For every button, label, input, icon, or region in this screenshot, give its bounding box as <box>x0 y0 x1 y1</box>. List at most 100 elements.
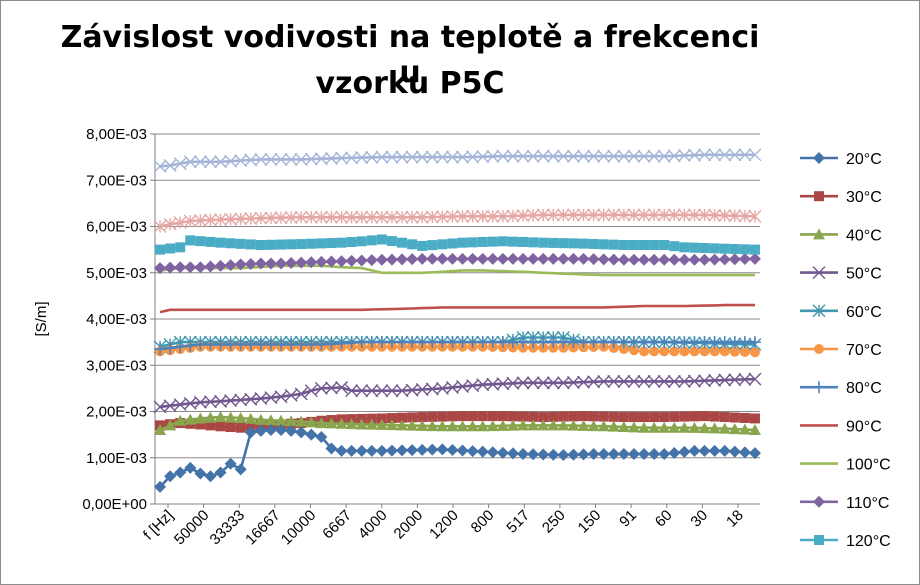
data-point <box>719 346 730 357</box>
data-point <box>719 243 730 254</box>
data-point <box>639 240 650 250</box>
data-point <box>597 253 610 266</box>
data-point <box>738 446 751 459</box>
data-point <box>406 336 419 349</box>
data-point <box>445 380 459 394</box>
data-point <box>718 208 732 222</box>
data-point <box>566 375 580 389</box>
data-point <box>677 149 691 163</box>
data-point <box>295 256 308 269</box>
data-point <box>568 411 579 422</box>
data-point <box>345 444 358 457</box>
data-point <box>627 253 640 266</box>
data-point <box>638 253 651 266</box>
data-point <box>365 254 378 267</box>
data-point <box>638 336 651 349</box>
data-point <box>365 150 379 164</box>
data-point <box>496 209 510 223</box>
data-point <box>659 240 670 250</box>
data-point <box>739 412 750 423</box>
data-point <box>617 374 631 388</box>
data-point <box>335 255 348 268</box>
data-point <box>466 379 480 393</box>
axes <box>154 134 760 505</box>
data-point <box>496 419 509 431</box>
data-point <box>224 338 237 351</box>
data-point <box>467 411 478 422</box>
data-point <box>628 412 639 423</box>
data-point <box>335 337 348 350</box>
data-point <box>415 383 429 397</box>
data-point <box>356 236 367 247</box>
data-point <box>385 210 399 224</box>
data-point <box>496 336 509 349</box>
data-point <box>556 208 570 222</box>
data-point <box>588 411 599 422</box>
data-point <box>324 381 338 395</box>
data-point <box>466 445 479 458</box>
x-tick-label: 33333 <box>207 507 249 549</box>
legend-item: 50°C <box>800 266 882 283</box>
data-point <box>526 149 540 163</box>
data-point <box>205 420 216 431</box>
data-point <box>739 346 750 357</box>
data-point <box>538 412 549 423</box>
data-point <box>528 411 539 422</box>
data-point <box>486 377 500 391</box>
data-point <box>244 338 257 351</box>
data-point <box>728 373 742 387</box>
data-point <box>306 238 317 249</box>
data-point <box>335 151 349 165</box>
data-point <box>375 150 389 164</box>
data-point <box>698 444 711 457</box>
data-point <box>689 346 700 357</box>
data-point <box>607 374 621 388</box>
data-point <box>517 336 530 349</box>
data-point <box>254 413 267 425</box>
data-point <box>335 380 349 394</box>
data-point <box>677 374 691 388</box>
data-point <box>657 374 671 388</box>
data-point <box>165 243 176 254</box>
data-point <box>698 422 711 434</box>
data-point <box>597 149 611 163</box>
data-point <box>285 257 298 270</box>
data-point <box>467 237 478 248</box>
data-point <box>355 210 369 224</box>
data-point <box>556 149 570 163</box>
data-point <box>295 338 308 351</box>
y-axis-ticks: 0,00E+00 1,00E-03 2,00E-03 3,00E-03 4,00E-03… <box>82 126 155 513</box>
data-point <box>687 374 701 388</box>
data-point <box>314 381 328 395</box>
data-point <box>445 210 459 224</box>
x-tick-label: 30 <box>687 507 711 531</box>
data-point <box>205 236 216 247</box>
data-point <box>538 237 549 248</box>
legend-label: 90°C <box>846 418 882 435</box>
legend-item: 20°C <box>800 151 882 168</box>
data-point <box>506 149 520 163</box>
data-point <box>376 234 387 245</box>
data-point <box>244 392 258 406</box>
data-point <box>698 336 711 349</box>
data-point <box>174 466 187 479</box>
x-tick-label: 60 <box>652 507 676 531</box>
legend-item: 90°C <box>800 418 882 435</box>
data-point <box>294 387 308 401</box>
data-point <box>496 149 510 163</box>
data-point <box>426 420 439 432</box>
data-point <box>335 210 349 224</box>
data-point <box>406 253 419 266</box>
data-point <box>728 336 741 349</box>
data-point <box>688 336 701 349</box>
data-point <box>375 418 388 430</box>
data-point <box>657 149 671 163</box>
data-point <box>627 448 640 461</box>
data-point <box>396 336 409 349</box>
data-point <box>588 238 599 249</box>
data-point <box>688 444 701 457</box>
data-point <box>687 208 701 222</box>
data-point <box>627 149 641 163</box>
data-point <box>274 211 288 225</box>
data-point <box>506 336 519 349</box>
